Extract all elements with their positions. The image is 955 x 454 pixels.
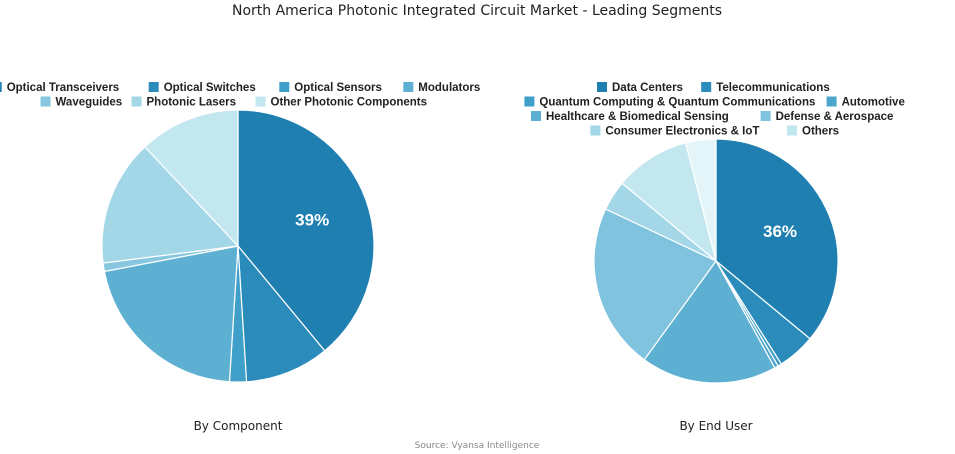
- legend-swatch-others: [787, 125, 797, 136]
- legend-swatch-optical-switches: [148, 82, 159, 92]
- legend-label-optical-transceivers: Optical Transceivers: [7, 82, 120, 94]
- pie-slice-modulators: [103, 245, 239, 383]
- pie-slice-others: [621, 142, 718, 263]
- legend-label-optical-switches: Optical Switches: [164, 82, 256, 94]
- pie-by-component: 39%: [101, 109, 375, 383]
- legend-swatch-consumer-electronics-iot: [590, 125, 601, 136]
- legend-swatch-defense-aerospace: [760, 111, 771, 121]
- data-label-optical-transceivers: 39%: [295, 210, 329, 229]
- legend-label-consumer-electronics-iot: Consumer Electronics & IoT: [605, 126, 759, 138]
- subtitle-by-end-user: By End User: [679, 419, 752, 433]
- legend-label-other-photonic-components: Other Photonic Components: [271, 97, 428, 109]
- source-note: Source: Vyansa Intelligence: [415, 441, 540, 451]
- pie-slice-other-photonic-components: [144, 109, 239, 248]
- legend-swatch-modulators: [403, 82, 414, 92]
- legend-by-end-user: Data Centers Telecommunications Quantum Co…: [524, 82, 905, 138]
- legend-swatch-waveguides: [40, 96, 51, 107]
- data-label-data-centers: 36%: [763, 222, 797, 241]
- pie-slice-optical-switches: [237, 244, 326, 383]
- legend-swatch-healthcare-biomedical-sensing: [531, 111, 541, 121]
- legend-swatch-telecommunications: [701, 82, 712, 92]
- legend-label-telecommunications: Telecommunications: [716, 82, 830, 94]
- legend-swatch-optical-transceivers: [0, 82, 2, 92]
- pie-slice-data-centers: [715, 138, 839, 340]
- pie-by-end-user: 36%: [593, 138, 839, 384]
- legend-label-defense-aerospace: Defense & Aerospace: [776, 111, 894, 123]
- legend-swatch-automotive: [826, 96, 837, 107]
- legend-by-component: Optical Transceivers Optical Switches Opti…: [0, 82, 480, 109]
- legend-label-others: Others: [802, 126, 839, 138]
- legend-swatch-optical-sensors: [279, 82, 290, 92]
- legend-swatch-photonic-lasers: [131, 96, 142, 107]
- legend-label-photonic-lasers: Photonic Lasers: [147, 97, 236, 109]
- legend-label-automotive: Automotive: [842, 97, 905, 109]
- legend-label-modulators: Modulators: [418, 82, 480, 94]
- legend-swatch-other-photonic-components: [255, 96, 266, 107]
- chart-title: North America Photonic Integrated Circui…: [232, 3, 722, 19]
- legend-label-healthcare-biomedical-sensing: Healthcare & Biomedical Sensing: [546, 111, 729, 123]
- subtitle-by-component: By Component: [194, 419, 283, 433]
- legend-label-optical-sensors: Optical Sensors: [294, 82, 382, 94]
- pie-slice-slice-8: [684, 138, 717, 262]
- pie-slice-healthcare-biomedical-sensing: [643, 259, 776, 384]
- pie-slice-optical-transceivers: [237, 109, 375, 352]
- legend-swatch-quantum-computing-quantum-communications: [524, 96, 535, 107]
- legend-swatch-data-centers: [597, 82, 607, 92]
- legend-label-data-centers: Data Centers: [612, 82, 683, 94]
- legend-label-quantum-computing-quantum-communications: Quantum Computing & Quantum Communicatio…: [539, 97, 815, 109]
- pie-slice-photonic-lasers: [101, 146, 240, 264]
- legend-label-waveguides: Waveguides: [56, 97, 123, 109]
